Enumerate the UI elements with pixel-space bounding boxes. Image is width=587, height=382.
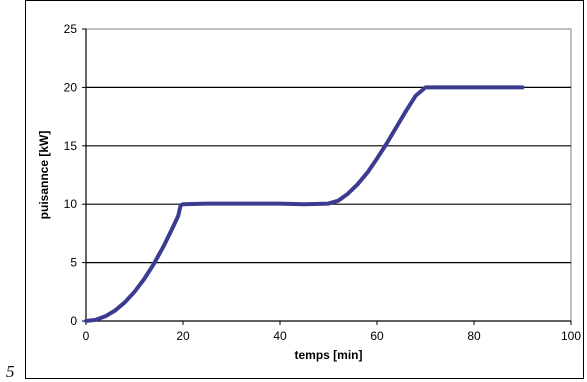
- y-axis-title: puisannce [kW]: [37, 131, 51, 220]
- x-tick-label: 0: [83, 329, 90, 343]
- x-tick-label: 100: [561, 329, 581, 343]
- y-tick-label: 10: [64, 197, 78, 211]
- x-tick-label: 80: [467, 329, 481, 343]
- y-tick-label: 25: [64, 22, 78, 36]
- page-marker: 5: [6, 362, 15, 381]
- x-axis-title: temps [min]: [294, 348, 362, 362]
- series-line: [84, 85, 525, 323]
- y-tick-label: 20: [64, 80, 78, 94]
- x-tick-label: 60: [370, 329, 384, 343]
- y-tick-label: 15: [64, 139, 78, 153]
- chart-frame: 0 5 10 15 20 25 0 20 40 60 80 100 temps [min] puisa…: [25, 0, 584, 379]
- axes: [82, 28, 572, 325]
- y-tick-label: 5: [70, 256, 77, 270]
- x-tick-label: 20: [176, 329, 190, 343]
- tick-labels: 0 5 10 15 20 25 0 20 40 60 80 100: [64, 22, 582, 343]
- plot-area: [85, 28, 572, 322]
- line-chart: 0 5 10 15 20 25 0 20 40 60 80 100 temps [min] puisa…: [37, 22, 582, 362]
- y-tick-label: 0: [70, 314, 77, 328]
- x-tick-label: 40: [273, 329, 287, 343]
